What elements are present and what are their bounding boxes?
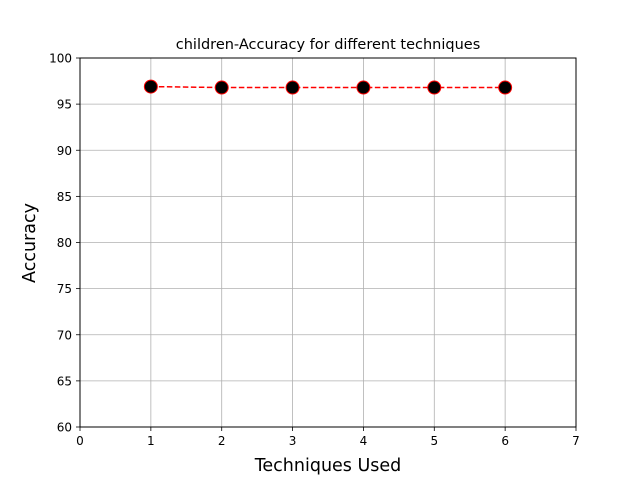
y-tick-label: 70 xyxy=(57,328,72,342)
x-tick-label: 6 xyxy=(501,434,509,448)
data-point xyxy=(356,80,371,95)
y-tick-label: 75 xyxy=(57,282,72,296)
data-point xyxy=(285,80,300,95)
y-tick-label: 100 xyxy=(49,52,72,66)
data-point xyxy=(214,80,229,95)
x-tick-label: 7 xyxy=(572,434,580,448)
chart-title: children-Accuracy for different techniqu… xyxy=(176,37,481,53)
x-tick-label: 3 xyxy=(289,434,297,448)
series-line xyxy=(150,85,506,89)
y-tick-label: 95 xyxy=(57,98,72,112)
x-axis-label: Techniques Used xyxy=(254,456,402,476)
x-tick-label: 1 xyxy=(147,434,155,448)
y-tick-label: 80 xyxy=(57,236,72,250)
y-tick-label: 85 xyxy=(57,190,72,204)
x-tick-label: 2 xyxy=(218,434,226,448)
x-tick-label: 0 xyxy=(76,434,84,448)
y-axis-label: Accuracy xyxy=(20,203,40,283)
series-layer xyxy=(143,79,513,95)
grid xyxy=(79,57,577,428)
x-tick-label: 4 xyxy=(360,434,368,448)
data-point xyxy=(498,80,513,95)
data-point xyxy=(143,79,158,94)
data-point xyxy=(427,80,442,95)
y-tick-label: 90 xyxy=(57,144,72,158)
axis-ticks: 0 1 2 3 4 5 6 7 60 65 70 75 80 85 90 95 100 xyxy=(49,52,580,449)
x-tick-label: 5 xyxy=(430,434,438,448)
y-tick-label: 65 xyxy=(57,374,72,388)
y-tick-label: 60 xyxy=(57,421,72,435)
